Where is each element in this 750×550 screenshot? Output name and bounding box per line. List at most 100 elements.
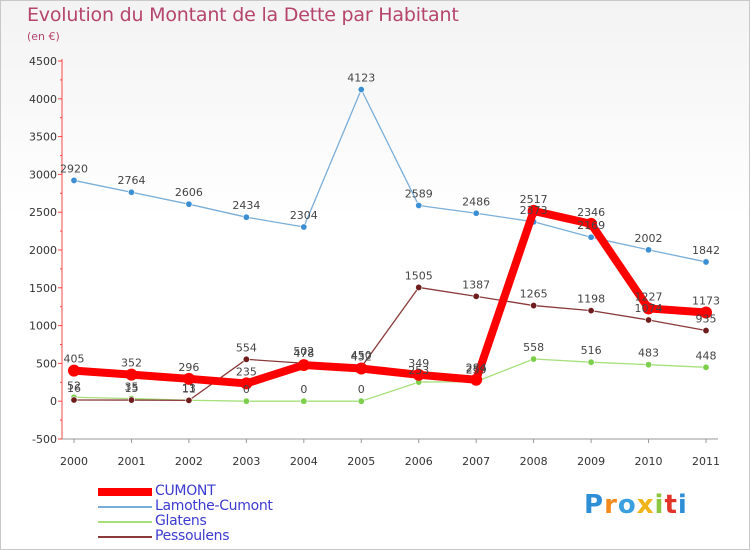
data-label: 352 (121, 357, 142, 370)
data-point (240, 377, 253, 390)
data-point (357, 86, 365, 94)
data-label: 1074 (635, 302, 663, 315)
x-tick-label: 2003 (232, 455, 260, 468)
y-tick-label: -500 (32, 433, 57, 446)
data-point (585, 217, 598, 230)
x-tick-label: 2002 (175, 455, 203, 468)
data-label: 2373 (520, 204, 548, 217)
data-label: 2169 (577, 219, 605, 232)
series-line-cumont (70, 206, 710, 388)
y-tick-label: 500 (36, 357, 57, 370)
data-label: 405 (64, 353, 85, 366)
legend-label: CUMONT (155, 483, 216, 499)
data-point (242, 355, 250, 363)
data-label: 1227 (635, 290, 663, 303)
data-label: 483 (638, 347, 659, 360)
data-point (68, 364, 80, 377)
data-label: 253 (408, 364, 429, 377)
data-label: 0 (358, 383, 365, 396)
data-label: 15 (124, 382, 138, 395)
data-label: 0 (300, 383, 307, 396)
y-tick-label: 3500 (29, 131, 57, 144)
data-label: 1198 (577, 293, 605, 306)
legend-label: Lamothe-Cumont (155, 498, 273, 514)
data-point (70, 396, 78, 404)
series-line-lamothe-cumont (73, 88, 707, 263)
legend-swatch (98, 536, 152, 538)
data-label: 2486 (462, 195, 490, 208)
data-label: 2920 (60, 162, 88, 175)
data-label: 432 (351, 351, 372, 364)
data-label: 2304 (290, 209, 318, 222)
data-point (127, 188, 135, 196)
data-label: 1387 (462, 278, 490, 291)
data-label: 502 (293, 345, 314, 358)
data-point (642, 302, 655, 315)
logo-letter: i (677, 490, 688, 520)
data-label: 516 (581, 344, 602, 357)
data-label: 1265 (520, 288, 548, 301)
data-label: 1505 (405, 269, 433, 282)
proxiti-logo: Proxiti (584, 490, 688, 520)
data-label: 2434 (232, 199, 260, 212)
x-tick-label: 2006 (405, 455, 433, 468)
data-label: 235 (236, 365, 257, 378)
logo-letter: x (636, 490, 655, 520)
data-point (357, 397, 365, 405)
x-tick-label: 2004 (290, 455, 318, 468)
x-tick-label: 2009 (577, 455, 605, 468)
data-label: 1173 (692, 295, 720, 308)
legend-swatch (98, 488, 152, 496)
data-label: 11 (182, 382, 196, 395)
data-point (470, 373, 483, 386)
data-point (587, 307, 595, 315)
data-point (645, 246, 653, 254)
logo-letter: o (617, 490, 637, 520)
x-tick-label: 2010 (635, 455, 663, 468)
data-point (527, 204, 540, 217)
data-point (185, 396, 193, 404)
data-label: 450 (351, 349, 372, 362)
y-tick-label: 0 (50, 395, 57, 408)
data-point (242, 397, 250, 405)
data-point (700, 306, 712, 319)
data-label: 478 (293, 347, 314, 360)
data-point (702, 327, 710, 335)
data-point (702, 258, 710, 266)
data-label: 52 (67, 379, 81, 392)
data-label: 284 (466, 362, 487, 375)
chart-subtitle: (en €) (27, 30, 60, 43)
data-label: 558 (523, 341, 544, 354)
data-label: 349 (408, 357, 429, 370)
x-tick-label: 2001 (117, 455, 145, 468)
data-label: 935 (696, 313, 717, 326)
y-tick-label: 4500 (29, 55, 57, 68)
x-tick-label: 2008 (520, 455, 548, 468)
data-point (355, 362, 368, 375)
x-tick-label: 2007 (462, 455, 490, 468)
data-point (415, 283, 423, 291)
x-tick-label: 2005 (347, 455, 375, 468)
data-point (702, 363, 710, 371)
x-tick-label: 2011 (692, 455, 720, 468)
data-label: 0 (243, 383, 250, 396)
chart-title: Evolution du Montant de la Dette par Hab… (27, 4, 459, 26)
y-tick-label: 2500 (29, 206, 57, 219)
data-label: 1842 (692, 244, 720, 257)
logo-letter: P (584, 490, 605, 520)
data-point (472, 209, 480, 217)
data-point (242, 213, 250, 221)
data-point (530, 355, 538, 363)
data-point (300, 397, 308, 405)
data-point (297, 359, 310, 372)
data-point (182, 372, 195, 385)
y-tick-label: 1000 (29, 320, 57, 333)
data-label: 2517 (520, 193, 548, 206)
data-label: 2764 (117, 174, 145, 187)
data-point (530, 302, 538, 310)
y-tick-label: 4000 (29, 93, 57, 106)
logo-letter: r (604, 490, 618, 520)
data-label: 259 (466, 364, 487, 377)
data-point (70, 176, 78, 184)
data-point (185, 200, 193, 208)
